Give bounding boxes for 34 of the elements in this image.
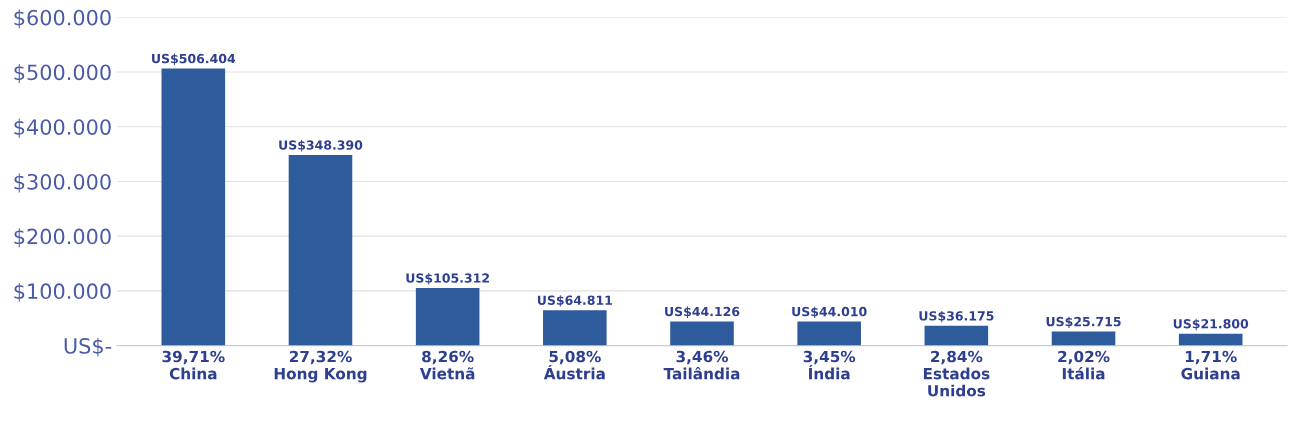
data-label: US$21.800 [1173,318,1249,331]
bar [1178,333,1243,346]
x-tick-label: 5,08% Áustria [543,350,605,380]
x-tick-label: 3,45% Índia [803,350,856,380]
data-label: US$64.811 [537,295,613,307]
data-label: US$506.404 [152,53,236,65]
data-label: US$348.390 [279,140,363,152]
bar [924,325,989,346]
y-tick-label: US$- [64,337,112,357]
x-tick-label: 2,84% Estados Unidos [923,350,990,397]
x-tick-label: 2,02% Itália [1058,350,1110,380]
y-tick-label: $200.000 [14,228,111,248]
bar [288,154,353,346]
data-label: US$36.175 [919,310,994,323]
y-tick-label: $100.000 [14,282,111,302]
x-tick-label: 39,71% China [162,350,225,380]
y-tick-label: $600.000 [14,9,111,29]
x-tick-label: 8,26% Vietnã [419,350,475,380]
bar [670,321,734,346]
data-label: US$44.010 [792,306,867,318]
x-tick-label: 3,46% Tailândia [663,350,740,380]
x-tick-label: 27,32% Hong Kong [274,350,367,383]
bar [797,321,861,346]
bar [543,310,607,346]
y-tick-label: $400.000 [14,118,111,138]
bar [415,287,480,346]
bar [161,68,226,346]
data-label: US$44.126 [665,306,740,318]
bar [1051,331,1116,346]
data-label: US$25.715 [1046,316,1121,328]
x-tick-label: 1,71% Guiana [1181,350,1240,380]
data-label: US$105.312 [406,273,489,285]
y-tick-label: $500.000 [14,64,111,83]
y-tick-label: $300.000 [14,173,111,193]
